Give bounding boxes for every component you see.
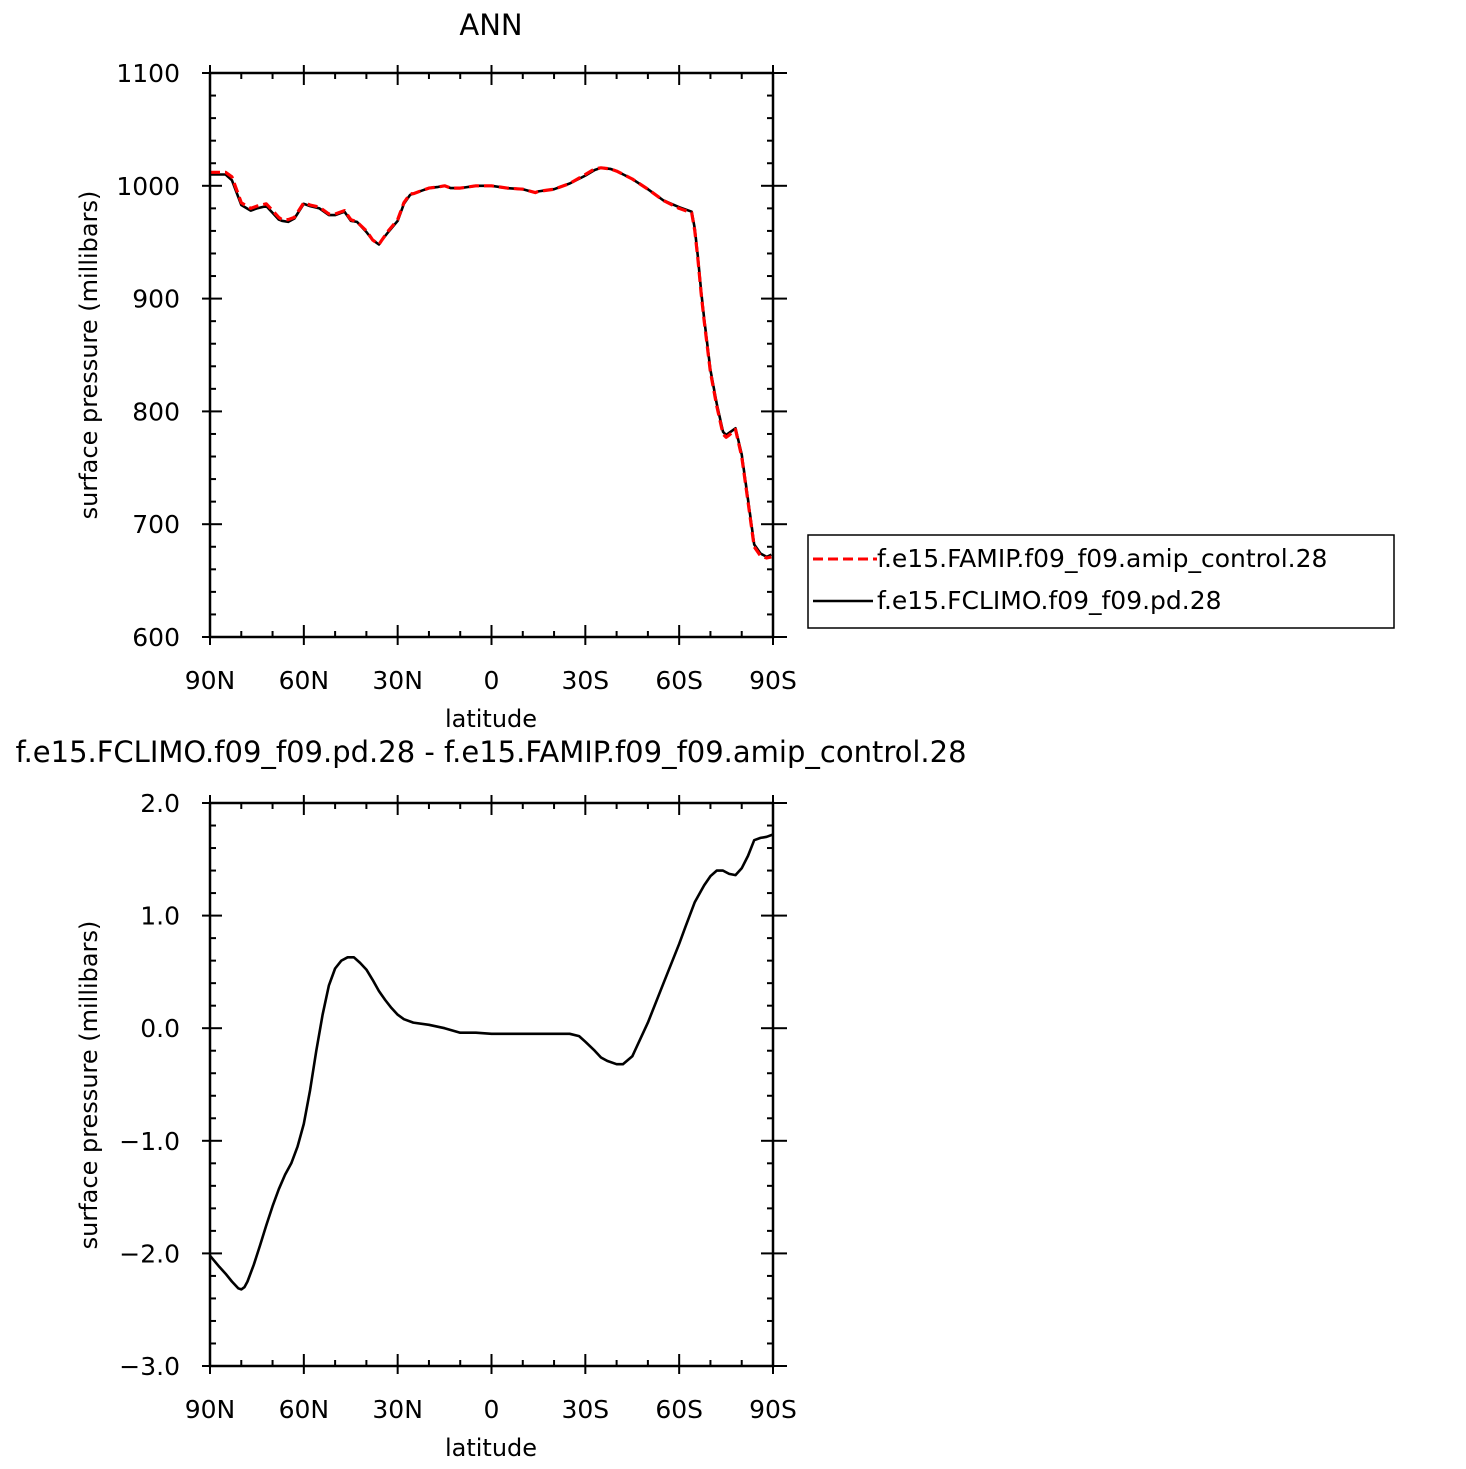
bottom-x-tick-label: 90N [185,1395,236,1424]
top-x-tick-label: 60N [279,666,330,695]
bottom-x-axis-label: latitude [445,1434,537,1462]
panel-top: ANN 90N 60N 30N 0 30S 60S 90S 600 700 800 900 1000 1… [75,8,1395,733]
top-x-tick-label: 0 [484,666,500,695]
bottom-y-tick-label: −1.0 [119,1127,180,1156]
bottom-x-tick-label: 0 [484,1395,500,1424]
legend-box [807,534,1395,629]
top-y-tick-label: 800 [132,397,180,426]
bottom-x-tick-label: 60N [279,1395,330,1424]
bottom-y-axis-label: surface pressure (millibars) [75,921,103,1250]
bottom-chart-title: f.e15.FCLIMO.f09_f09.pd.28 - f.e15.FAMIP… [15,735,966,769]
top-axes: 90N 60N 30N 0 30S 60S 90S 600 700 800 900 1000 1100 [116,59,796,695]
bottom-y-tick-label: 2.0 [140,789,180,818]
top-y-tick-label: 900 [132,285,180,314]
top-y-tick-label: 600 [132,623,180,652]
bottom-y-tick-label: −2.0 [119,1239,180,1268]
top-x-tick-label: 30N [372,666,423,695]
legend-label-fclimo: f.e15.FCLIMO.f09_f09.pd.28 [877,586,1222,615]
top-y-axis-label: surface pressure (millibars) [75,191,103,520]
top-x-axis-label: latitude [445,705,537,733]
top-y-tick-label: 1100 [116,59,180,88]
top-x-tick-label: 90S [749,666,797,695]
bottom-x-tick-label: 30N [372,1395,423,1424]
top-x-tick-label: 60S [655,666,703,695]
top-y-tick-label: 700 [132,510,180,539]
top-series-line-0 [210,166,772,560]
panel-bottom: f.e15.FCLIMO.f09_f09.pd.28 - f.e15.FAMIP… [15,735,966,1462]
bottom-axes: 90N 60N 30N 0 30S 60S 90S −3.0 −2.0 −1.0 0.0 1.0 2.0 [119,789,797,1424]
top-chart-title: ANN [459,8,522,42]
bottom-plot-frame [208,801,775,1368]
bottom-y-tick-label: 0.0 [140,1014,180,1043]
top-y-tick-label: 1000 [116,172,180,201]
bottom-y-tick-label: 1.0 [140,902,180,931]
bottom-x-tick-label: 90S [749,1395,797,1424]
top-plot-frame [208,71,775,639]
bottom-x-tick-label: 60S [655,1395,703,1424]
top-series-lines [210,166,772,560]
legend: f.e15.FAMIP.f09_f09.amip_control.28 f.e1… [807,534,1395,629]
bottom-y-tick-label: −3.0 [119,1352,180,1381]
bottom-series-lines [209,833,774,1291]
top-series-line-1 [210,166,772,559]
top-x-tick-label: 90N [185,666,236,695]
bottom-x-tick-label: 30S [561,1395,609,1424]
bottom-series-line-0 [209,833,774,1291]
legend-label-famip: f.e15.FAMIP.f09_f09.amip_control.28 [877,544,1327,573]
top-x-tick-label: 30S [561,666,609,695]
